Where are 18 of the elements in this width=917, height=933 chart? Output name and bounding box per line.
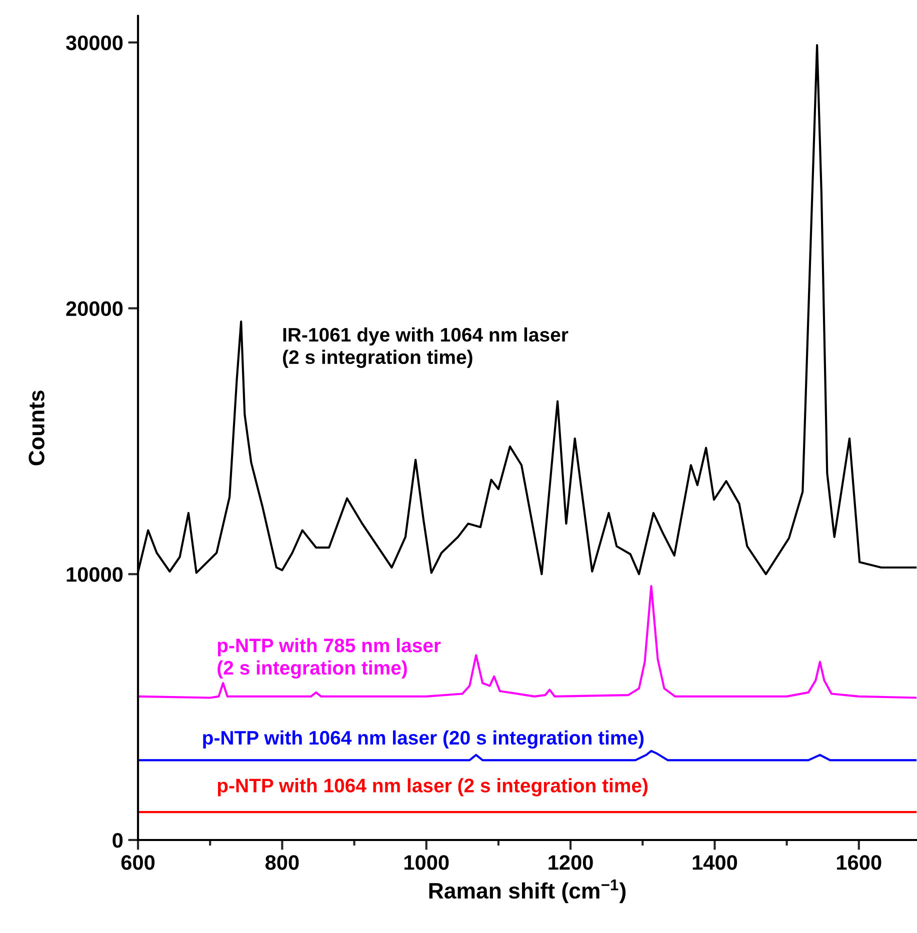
x-tick-label: 600 xyxy=(121,855,155,870)
x-tick-label: 1400 xyxy=(692,855,738,870)
x-axis-title: Raman shift (cm$^{−1}$) xyxy=(429,880,626,904)
x-tick-label: 800 xyxy=(265,855,299,870)
y-tick-label: 0 xyxy=(112,832,123,848)
series-label: IR-1061 dye with 1064 nm laser (2 s integration time) xyxy=(283,327,568,368)
y-tick-label: 10000 xyxy=(66,567,123,582)
x-tick-label: 1200 xyxy=(548,855,593,870)
series-label: p-NTP with 785 nm laser (2 s integration time) xyxy=(218,638,441,679)
y-axis-title: Counts xyxy=(28,390,44,466)
series-label: p-NTP with 1064 nm laser (20 s integration time) xyxy=(203,730,644,749)
line-series xyxy=(138,585,917,699)
x-tick-label: 1000 xyxy=(404,855,449,870)
series-label: p-NTP with 1064 nm laser (2 s integration time) xyxy=(218,778,648,796)
y-tick-label: 20000 xyxy=(66,301,123,316)
y-tick-label: 30000 xyxy=(66,35,123,50)
line-series xyxy=(138,750,917,762)
x-tick-label: 1600 xyxy=(837,855,882,870)
